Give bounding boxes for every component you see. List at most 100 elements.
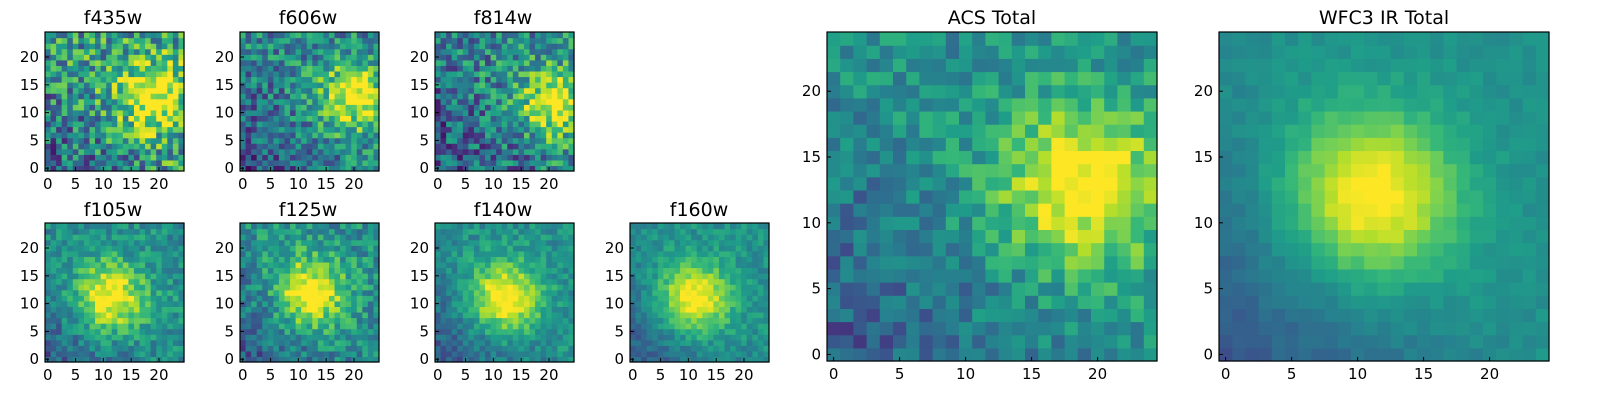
- heatmap-cell: [735, 239, 742, 246]
- heatmap-cell: [145, 43, 152, 50]
- heatmap-cell: [529, 339, 536, 346]
- heatmap-cell: [150, 82, 157, 89]
- heatmap-cell: [529, 76, 536, 83]
- heatmap-cell: [133, 323, 141, 330]
- heatmap-cell: [1091, 308, 1105, 323]
- heatmap-cell: [240, 223, 247, 230]
- heatmap-cell: [735, 311, 742, 319]
- heatmap-cell: [641, 234, 648, 241]
- heatmap-cell: [290, 328, 297, 335]
- heatmap-cell: [67, 59, 74, 66]
- heatmap-cell: [562, 48, 570, 55]
- heatmap-cell: [657, 223, 664, 230]
- heatmap-cell: [111, 345, 118, 352]
- heatmap-cell: [473, 311, 481, 319]
- heatmap-cell: [334, 137, 341, 144]
- heatmap-cell: [290, 159, 297, 167]
- heatmap-cell: [1091, 163, 1105, 178]
- heatmap-cell: [317, 345, 324, 352]
- heatmap-cell: [100, 126, 107, 133]
- heatmap-cell: [468, 115, 475, 122]
- heatmap-cell: [95, 143, 102, 150]
- heatmap-cell: [853, 308, 868, 323]
- heatmap-cell: [240, 334, 247, 341]
- heatmap-cell: [657, 234, 664, 241]
- heatmap-cell: [78, 345, 85, 352]
- heatmap-cell: [61, 334, 68, 341]
- heatmap-cell: [111, 143, 118, 150]
- heatmap-cell: [840, 163, 854, 178]
- heatmap-cell: [72, 54, 79, 61]
- heatmap-cell: [122, 76, 129, 83]
- heatmap-cell: [446, 295, 453, 302]
- heatmap-cell: [630, 350, 637, 358]
- heatmap-cell: [117, 93, 124, 100]
- heatmap-cell: [479, 334, 486, 341]
- heatmap-cell: [128, 350, 135, 358]
- heatmap-cell: [746, 300, 753, 307]
- heatmap-cell: [273, 165, 280, 172]
- heatmap-cell: [67, 306, 74, 313]
- heatmap-cell: [284, 70, 291, 78]
- heatmap-cell: [546, 345, 553, 352]
- heatmap-cell: [150, 256, 157, 263]
- heatmap-cell: [334, 350, 341, 358]
- heatmap-cell: [440, 165, 447, 172]
- heatmap-cell: [1077, 216, 1092, 230]
- heatmap-cell: [328, 154, 336, 161]
- heatmap-cell: [496, 273, 503, 280]
- heatmap-cell: [284, 267, 291, 274]
- heatmap-cell: [663, 261, 670, 269]
- heatmap-cell: [373, 250, 380, 257]
- heatmap-cell: [568, 59, 575, 66]
- heatmap-cell: [512, 261, 519, 269]
- heatmap-cell: [529, 54, 536, 61]
- heatmap-cell: [89, 93, 96, 100]
- heatmap-cell: [724, 273, 731, 280]
- heatmap-cell: [301, 284, 308, 291]
- heatmap-cell: [501, 126, 508, 133]
- heatmap-cell: [373, 87, 380, 94]
- heatmap-cell: [100, 311, 107, 319]
- heatmap-cell: [72, 311, 79, 319]
- heatmap-cell: [56, 87, 63, 94]
- heatmap-cell: [853, 189, 868, 204]
- heatmap-cell: [106, 165, 113, 172]
- heatmap-cell: [462, 334, 469, 341]
- heatmap-cell: [668, 328, 676, 335]
- heatmap-cell: [278, 98, 286, 105]
- heatmap-cell: [351, 317, 358, 324]
- heatmap-cell: [485, 350, 492, 358]
- heatmap-cell: [490, 132, 497, 139]
- heatmap-cell: [245, 345, 252, 352]
- heatmap-cell: [167, 143, 174, 150]
- heatmap-cell: [473, 154, 481, 161]
- heatmap-cell: [540, 159, 547, 167]
- heatmap-cell: [56, 148, 63, 155]
- heatmap-cell: [523, 59, 531, 66]
- heatmap-cell: [83, 126, 91, 133]
- heatmap-cell: [462, 65, 469, 72]
- heatmap-cell: [61, 306, 68, 313]
- heatmap-cell: [646, 256, 653, 263]
- heatmap-cell: [919, 124, 934, 138]
- heatmap-cell: [83, 250, 91, 257]
- heatmap-cell: [295, 37, 302, 44]
- heatmap-cell: [972, 189, 986, 204]
- heatmap-cell: [462, 109, 469, 116]
- heatmap-cell: [468, 76, 475, 83]
- heatmap-cell: [696, 234, 703, 241]
- heatmap-cell: [1077, 163, 1092, 178]
- heatmap-cell: [317, 273, 324, 280]
- heatmap-cell: [301, 228, 308, 235]
- heatmap-cell: [312, 356, 319, 363]
- heatmap-cell: [501, 323, 508, 330]
- heatmap-cell: [72, 295, 79, 302]
- heatmap-cell: [523, 239, 531, 246]
- heatmap-cell: [367, 76, 375, 83]
- heatmap-cell: [356, 109, 363, 116]
- heatmap-cell: [468, 239, 475, 246]
- heatmap-cell: [1143, 150, 1158, 165]
- heatmap-cell: [707, 273, 714, 280]
- heatmap-cell: [1104, 163, 1118, 178]
